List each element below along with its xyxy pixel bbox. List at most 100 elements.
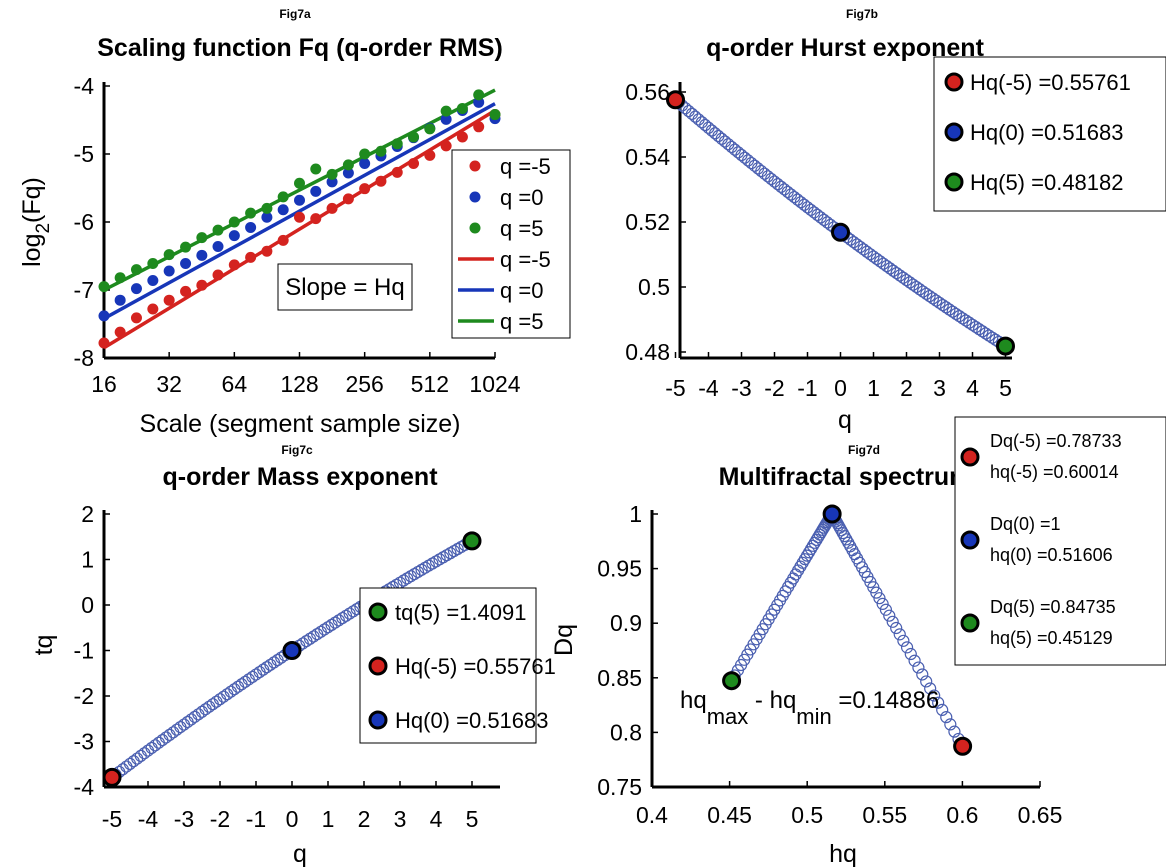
fig7c-curve-point <box>329 616 342 629</box>
fig7a-point <box>163 249 175 261</box>
fig7d-curve-point <box>835 524 848 537</box>
fig7a-legend-text: q =5 <box>500 309 543 334</box>
fig7a-point <box>326 202 338 214</box>
fig7d-legend <box>954 416 1166 666</box>
fig7b-curve-point <box>966 318 979 331</box>
fig7b-curve-point <box>936 298 949 312</box>
fig7b-curve-point <box>916 285 930 298</box>
fig7c-curve-point <box>159 731 173 744</box>
fig7c-curve-point <box>185 713 198 726</box>
fig7b-x-tick-label: -5 <box>665 375 685 401</box>
fig7d-annotation-b: - hq <box>748 687 796 714</box>
fig7d-curve-point <box>912 661 925 674</box>
fig7a-point <box>473 121 485 133</box>
fig7c-x-tick-label: 4 <box>430 806 443 832</box>
fig7a-point <box>408 158 420 170</box>
fig7d-curve-point <box>798 553 811 566</box>
fig7b-highlight-point <box>666 90 685 110</box>
fig7d-y-tick-label: 1 <box>629 501 642 527</box>
fig7b-curve-point <box>939 301 953 314</box>
fig7a-point <box>228 230 240 242</box>
fig7c-highlight-point <box>282 641 302 660</box>
fig7c-curve-point <box>163 728 176 741</box>
fig7d-legend-text-line2: hq(5) =0.45129 <box>990 628 1113 648</box>
fig7c-x-tick-label: -5 <box>102 806 122 832</box>
fig7d-annotation: hqmax - hqmin =0.14886 <box>680 687 939 729</box>
fig7b-curve-point <box>873 255 887 268</box>
fig7b-curve-point <box>949 307 963 321</box>
fig7c-curve-point <box>321 621 335 634</box>
fig7b-marks <box>666 90 1015 356</box>
fig7d-axes: 0.4 0.45 0.5 0.55 0.6 0.65 0.75 0.8 0.85 0.9 0.95 1 <box>597 501 1062 828</box>
fig7a-point <box>310 213 322 225</box>
fig7d-curve-point <box>883 609 896 622</box>
fig7d-curve-point <box>932 696 945 709</box>
fig7d-curve-point <box>908 654 921 667</box>
fig7b-curve-point <box>893 269 907 282</box>
fig7b-legend-marker <box>944 122 964 142</box>
fig7b-y-tick-label: 0.56 <box>625 79 670 105</box>
fig7d-x-tick-label: 0.45 <box>707 802 752 828</box>
fig7a-point <box>294 194 305 206</box>
fig7c-label: Fig7c <box>281 443 313 457</box>
fig7a-point <box>98 337 110 349</box>
fig7a-fit-line <box>103 102 496 321</box>
fig7a-point <box>130 264 142 276</box>
fig7a-x-tick-label: 32 <box>156 371 182 397</box>
fig7a-point <box>326 168 338 180</box>
fig7c-curve-point <box>120 760 133 773</box>
fig7b-curve-point <box>897 271 910 284</box>
fig7b-curve-point <box>887 264 900 277</box>
fig7d-curve-point <box>873 592 886 605</box>
fig7b-x-tick-label: 3 <box>933 375 946 401</box>
fig7b-curve-point <box>953 310 966 323</box>
fig7c-legend-marker <box>368 710 388 730</box>
fig7d-x-tick-label: 0.5 <box>791 802 823 828</box>
fig7b-curve-point <box>880 259 893 273</box>
fig7d-legend-marker <box>960 613 980 633</box>
fig7b-curve-point <box>900 273 913 287</box>
fig7b-curve-point <box>930 294 943 307</box>
fig7a-point <box>310 185 322 197</box>
fig7b-curve-point <box>692 113 705 126</box>
fig7d-xlabel: hq <box>829 840 857 868</box>
fig7a-point <box>456 131 468 143</box>
fig7c-highlight-point <box>102 767 122 787</box>
fig7a-point <box>212 240 224 252</box>
fig7b-curve-point <box>982 329 996 342</box>
fig7d-x-tick-label: 0.6 <box>946 802 978 828</box>
fig7a-legend-text: q =0 <box>500 278 543 303</box>
fig7b-y-tick-label: 0.54 <box>625 144 670 170</box>
fig7a-point <box>180 257 192 269</box>
fig7d-legend-text-line2: hq(0) =0.51606 <box>990 545 1113 565</box>
fig7c-curve-point <box>318 623 331 636</box>
fig7a-point <box>375 145 387 157</box>
fig7a-point <box>98 281 110 293</box>
fig7c-curve-point <box>141 744 155 757</box>
fig7d-highlight-point <box>953 736 973 756</box>
fig7c-y-tick-label: -1 <box>74 638 94 664</box>
fig7d-y-tick-label: 0.8 <box>610 719 642 745</box>
fig7b-curve-point <box>972 323 986 336</box>
fig7a-point <box>473 89 485 101</box>
fig7a-point <box>114 294 126 306</box>
fig7b-legend-text: Hq(-5) =0.55761 <box>970 70 1131 95</box>
fig7a-ylabel-sub: 2 <box>33 223 54 234</box>
fig7a-ylabel-tail: (Fq) <box>18 177 46 223</box>
fig7a-point <box>245 251 257 263</box>
fig7d-curve-point <box>836 527 849 540</box>
fig7d-y-tick-label: 0.85 <box>597 665 642 691</box>
fig7d-curve-point <box>936 703 949 717</box>
fig7a-legend-marker <box>469 160 481 172</box>
fig7c-y-tick-label: 2 <box>81 501 94 527</box>
fig7a-point <box>196 249 208 261</box>
fig7c-curve-point <box>177 718 191 731</box>
fig7d-curve-point <box>916 668 929 681</box>
fig7d-curve-point <box>879 603 893 616</box>
svg-text:log2(Fq): log2(Fq) <box>18 177 54 267</box>
fig7a-point <box>342 193 354 205</box>
fig7d-curve-point <box>789 568 802 581</box>
fig7b-xlabel: q <box>838 406 852 434</box>
fig7c-ylabel: tq <box>30 635 58 656</box>
